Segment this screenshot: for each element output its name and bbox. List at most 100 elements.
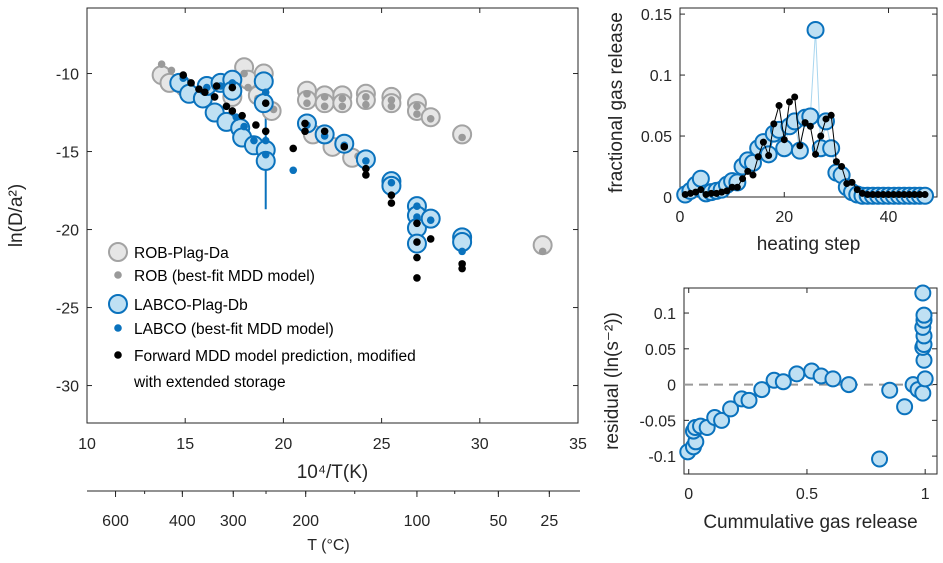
model-release-point (692, 188, 700, 196)
measured-release-point (822, 139, 841, 158)
forward-model-point (301, 119, 309, 128)
forward-model-point (458, 264, 466, 273)
x-tick-label: 10 (78, 436, 96, 453)
labco-model-point (250, 136, 258, 145)
forward-model-point (238, 111, 246, 120)
labco-model-point (458, 247, 466, 256)
x-axis-label: 10⁴/T(K) (297, 462, 369, 483)
main-diffusion-plot: 10 15 20 25 30 35 -10 -15 -20 -25 -30 10⁴/T(K) ln(D/… (6, 7, 587, 554)
y-tick-label: 0.05 (645, 342, 676, 359)
temperature-tick-label: 400 (169, 513, 196, 530)
labco-model-point (232, 113, 241, 122)
model-release-point (796, 142, 804, 150)
y-tick-label: -20 (56, 223, 79, 240)
rob-model-point (362, 93, 370, 101)
labco-model-point (261, 150, 270, 159)
x-tick-label: 25 (373, 436, 391, 453)
model-release-point (775, 102, 783, 110)
rob-model-point (338, 94, 347, 103)
residual-point (896, 398, 914, 416)
forward-model-point (187, 79, 195, 87)
forward-model-point (320, 127, 329, 136)
model-release-point (817, 132, 825, 140)
legend-rob-plag-da-marker (108, 242, 128, 262)
forward-model-point (222, 102, 231, 111)
legend-entry: with extended storage (133, 374, 286, 391)
x-tick-label: 0 (676, 209, 685, 226)
model-release-point (864, 191, 872, 199)
x-tick-label: 20 (775, 209, 793, 226)
legend-labco-plag-db-marker (108, 294, 128, 314)
model-release-point (785, 98, 793, 106)
x-tick-label: 1 (921, 486, 930, 503)
model-release-point (848, 178, 856, 186)
temperature-tick-label: 25 (540, 513, 558, 530)
model-release-point (718, 188, 726, 196)
x-tick-label: 20 (275, 436, 293, 453)
model-release-point (916, 191, 924, 199)
rob-model-point (387, 102, 396, 111)
model-release-point (812, 150, 820, 158)
forward-model-point (228, 83, 237, 92)
rob-model-point (320, 102, 329, 111)
rob-model-point (538, 247, 547, 256)
legend-entry: LABCO-Plag-Db (134, 297, 248, 314)
rob-model-point (387, 96, 396, 104)
residual-point (774, 373, 792, 391)
legend-entry: ROB (best-fit MDD model) (134, 268, 315, 285)
rob-model-point (426, 114, 435, 123)
model-release-point (838, 163, 846, 171)
x-tick-label: 0 (684, 486, 693, 503)
forward-model-point (289, 144, 298, 153)
forward-model-point (387, 199, 396, 207)
forward-model-point (261, 127, 270, 136)
model-release-point (723, 187, 731, 195)
residual-plot: 0 0.5 1 -0.1 -0.05 0 0.05 0.1 Cummulative gas re… (602, 284, 938, 533)
y-tick-label: 0.05 (641, 129, 672, 146)
forward-model-point (301, 127, 309, 136)
model-release-point (858, 189, 866, 197)
rob-model-point (320, 93, 329, 101)
y-tick-label: 0.1 (654, 306, 676, 323)
forward-model-point (195, 85, 203, 93)
legend-rob-model-marker (114, 271, 122, 279)
forward-model-point (387, 191, 396, 200)
residual-point (788, 365, 806, 383)
model-release-point (770, 120, 778, 128)
forward-model-point (340, 143, 349, 151)
residual-point (916, 370, 934, 388)
forward-model-point (261, 99, 270, 107)
model-release-point (921, 191, 929, 199)
model-release-point (728, 183, 736, 191)
labco-model-point (240, 122, 248, 131)
rob-model-point (244, 83, 252, 92)
model-release-point (707, 189, 715, 197)
forward-model-point (210, 93, 219, 101)
labco-model-point (261, 88, 270, 97)
temperature-tick-label: 600 (102, 513, 129, 530)
residual-point (871, 450, 889, 468)
y-tick-label: -0.05 (640, 413, 677, 430)
temperature-axis-label: T (°C) (307, 537, 350, 554)
model-release-point (822, 115, 830, 123)
y-tick-label: -15 (56, 145, 79, 162)
legend-entry: ROB-Plag-Da (134, 245, 229, 262)
temperature-tick-label: 50 (489, 513, 507, 530)
legend-forward-model-marker (114, 351, 122, 359)
labco-model-point (261, 136, 270, 145)
model-release-point (686, 189, 694, 197)
x-tick-label: 35 (569, 436, 587, 453)
y-tick-label: -0.1 (648, 449, 676, 466)
model-release-point (911, 191, 919, 199)
forward-model-point (179, 71, 188, 79)
model-release-point (843, 180, 851, 188)
temperature-tick-label: 300 (220, 513, 247, 530)
measured-release-point (691, 169, 710, 188)
model-release-point (697, 186, 705, 194)
forward-model-point (413, 253, 421, 262)
forward-model-point (212, 82, 221, 90)
forward-model-point (413, 219, 421, 228)
model-release-point (759, 138, 767, 146)
residual-point (824, 370, 842, 388)
